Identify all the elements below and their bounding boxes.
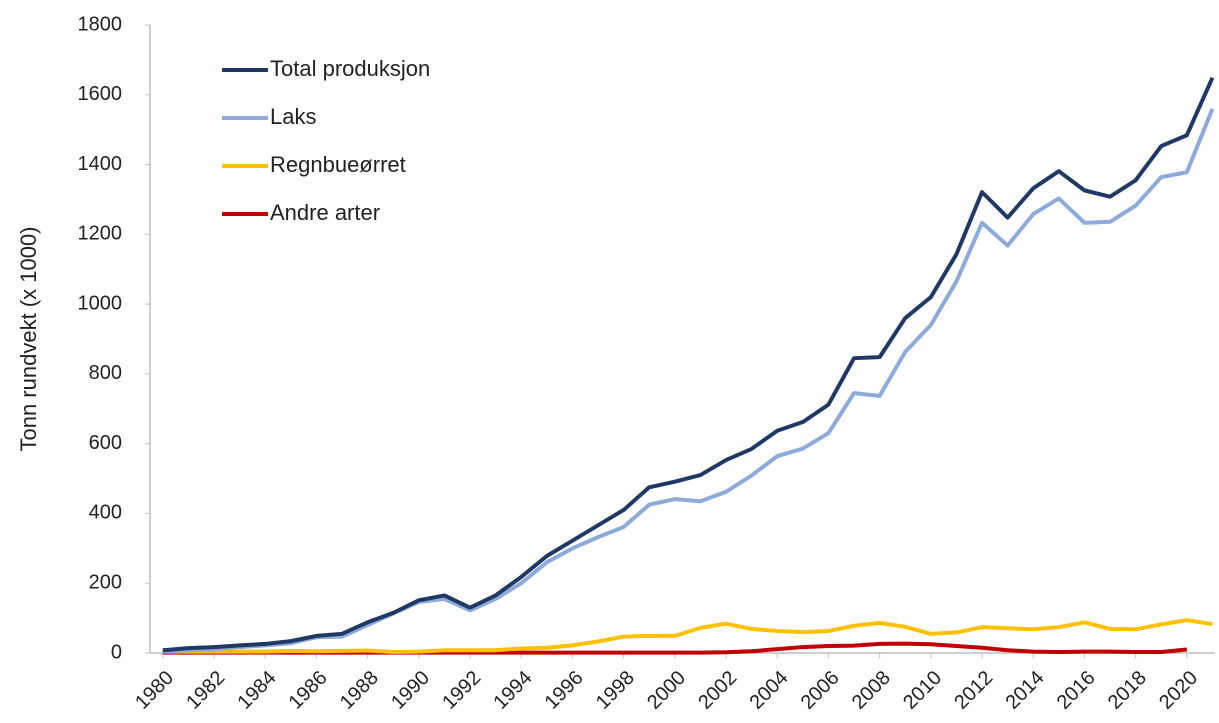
y-tick-label: 1000: [78, 292, 123, 314]
x-tick-label: 2020: [1155, 667, 1202, 714]
legend-label: Andre arter: [270, 200, 380, 225]
x-tick-label: 2002: [694, 667, 741, 714]
x-tick-label: 2000: [643, 667, 690, 714]
x-tick-label: 2010: [899, 667, 946, 714]
line: [162, 618, 1213, 654]
x-tick-label: 1982: [182, 667, 229, 714]
y-tick-label: 200: [89, 572, 122, 594]
y-tick-label: 800: [89, 362, 122, 384]
y-tick-label: 0: [111, 641, 122, 663]
x-tick-label: 1980: [131, 667, 178, 714]
y-tick-label: 1800: [78, 13, 123, 35]
x-tick-label: 2006: [797, 667, 844, 714]
x-tick-label: 2004: [745, 667, 792, 714]
x-tick-label: 2012: [950, 667, 997, 714]
x-tick-label: 1990: [387, 667, 434, 714]
y-tick-label: 1400: [78, 153, 123, 175]
x-tick-label: 2018: [1104, 667, 1151, 714]
legend-label: Regnbueørret: [270, 152, 406, 177]
x-tick-label: 1996: [541, 667, 588, 714]
legend-label: Laks: [270, 104, 316, 129]
y-tick-label: 600: [89, 432, 122, 454]
x-tick-label: 1994: [489, 667, 536, 714]
y-tick-label: 400: [89, 502, 122, 524]
line: [162, 107, 1215, 654]
x-tick-label: 1984: [233, 667, 280, 714]
x-tick-label: 2014: [1001, 667, 1048, 714]
x-tick-label: 2008: [848, 667, 895, 714]
y-axis-label: Tonn rundvekt (x 1000): [16, 226, 41, 451]
y-tick-label: 1200: [78, 223, 123, 245]
x-tick-label: 1988: [336, 667, 383, 714]
x-tick-label: 1986: [285, 667, 332, 714]
line: [162, 76, 1215, 653]
y-tick-label: 1600: [78, 83, 123, 105]
x-tick-label: 1998: [592, 667, 639, 714]
x-tick-label: 2016: [1053, 667, 1100, 714]
x-tick-label: 1992: [438, 667, 485, 714]
legend-label: Total produksjon: [270, 56, 430, 81]
